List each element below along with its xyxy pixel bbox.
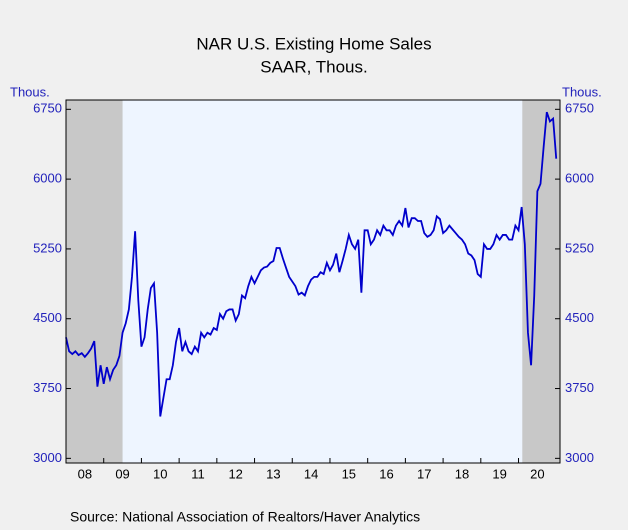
x-tick-label: 16: [379, 466, 393, 481]
y-tick-label: 6000: [33, 171, 62, 186]
source: Source: National Association of Realtors…: [70, 509, 420, 525]
chart-title: NAR U.S. Existing Home Sales: [196, 34, 431, 53]
x-tick-label: 17: [417, 466, 431, 481]
x-tick-label: 11: [191, 466, 205, 481]
x-tick-label: 14: [304, 466, 318, 481]
y-tick-label: 5250: [33, 240, 62, 255]
y2-tick-label: 3750: [565, 380, 594, 395]
plot-frame: [65, 99, 561, 464]
x-tick-label: 19: [492, 466, 506, 481]
x-tick-label: 09: [115, 466, 129, 481]
x-tick-label: 13: [266, 466, 280, 481]
y2-tick-label: 3000: [565, 450, 594, 465]
y-axis-label: Thous.: [10, 84, 50, 99]
chart-subtitle: SAAR, Thous.: [260, 57, 367, 76]
x-tick-label: 08: [78, 466, 92, 481]
x-tick-label: 18: [455, 466, 469, 481]
y-tick-label: 6750: [33, 101, 62, 116]
plot-area: [66, 100, 560, 463]
y-tick-label: 4500: [33, 310, 62, 325]
x-tick-label: 12: [228, 466, 242, 481]
recession-shade: [66, 100, 123, 463]
x-tick-label: 15: [342, 466, 356, 481]
y-tick-label: 3000: [33, 450, 62, 465]
y-tick-label: 3750: [33, 380, 62, 395]
x-tick-label: 20: [530, 466, 544, 481]
series-line: [65, 111, 558, 417]
y2-tick-label: 6750: [565, 101, 594, 116]
recession-shade: [522, 100, 560, 463]
y2-tick-label: 6000: [565, 171, 594, 186]
y2-tick-label: 5250: [565, 240, 594, 255]
x-tick-label: 10: [153, 466, 167, 481]
y2-axis-label: Thous.: [562, 84, 602, 99]
y2-tick-label: 4500: [565, 310, 594, 325]
